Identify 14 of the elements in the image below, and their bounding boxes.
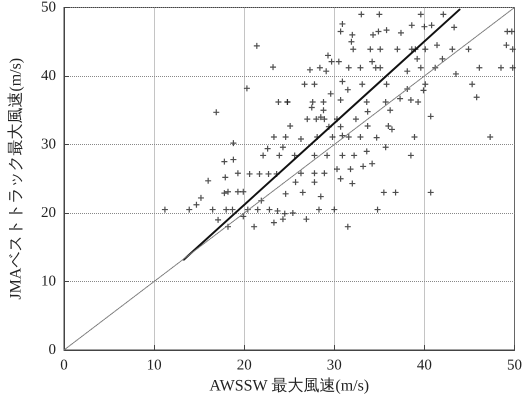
y-tick-label: 30 bbox=[41, 136, 56, 152]
y-tick-label: 40 bbox=[41, 68, 56, 84]
y-tick-label: 20 bbox=[41, 205, 56, 221]
x-tick-label: 50 bbox=[507, 358, 522, 374]
y-tick-label: 10 bbox=[41, 274, 56, 290]
y-tick-label: 0 bbox=[48, 342, 56, 358]
x-tick-label: 30 bbox=[326, 358, 342, 374]
y-axis-title: JMAベストトラック最大風速(m/s) bbox=[6, 58, 24, 300]
x-tick-label: 20 bbox=[236, 358, 252, 374]
x-axis-title: AWSSW 最大風速(m/s) bbox=[209, 376, 370, 394]
y-tick-label: 50 bbox=[41, 0, 56, 16]
x-tick-label: 0 bbox=[60, 358, 68, 374]
x-tick-label: 40 bbox=[416, 358, 432, 374]
x-tick-label: 10 bbox=[146, 358, 162, 374]
